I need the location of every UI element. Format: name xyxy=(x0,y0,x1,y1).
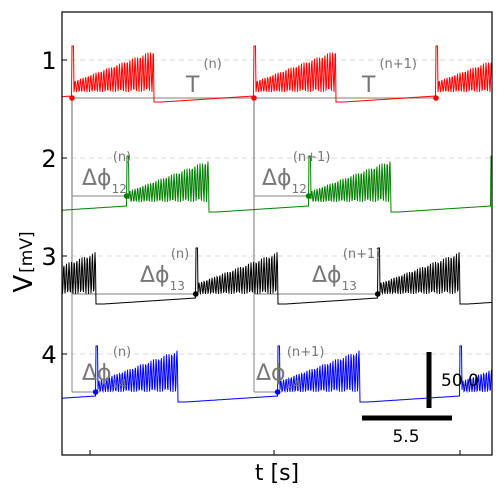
scale-bar: 50.0 5.5 xyxy=(362,352,479,447)
y-axis-label-unit: [mV] xyxy=(17,231,37,272)
onset-dot-4-1 xyxy=(92,389,99,395)
annotation-sup-7: (n) xyxy=(113,345,131,360)
phase-annotations: T(n)T(n+1)Δϕ12(n)Δϕ12(n+1)Δϕ13(n)Δϕ13(n+… xyxy=(82,57,417,391)
y-tick-label-4: 4 xyxy=(41,341,56,369)
trace-3 xyxy=(61,247,493,305)
y-axis-label: V [mV] xyxy=(9,231,39,292)
onset-dot-1-2 xyxy=(433,95,439,101)
annotation-symbol-5: Δϕ xyxy=(140,263,170,288)
annotation-symbol-1: T xyxy=(185,73,200,98)
annotation-sub-6: 13 xyxy=(342,279,357,293)
annotation-symbol-4: Δϕ xyxy=(262,166,292,191)
annotation-symbol-7: Δϕ xyxy=(82,361,112,386)
annotation-1: T(n) xyxy=(185,57,222,98)
annotation-3: Δϕ12 (n) xyxy=(82,150,131,196)
annotation-sup-4: (n+1) xyxy=(293,150,331,165)
y-tick-label-1: 1 xyxy=(41,47,56,75)
annotation-symbol-3: Δϕ xyxy=(82,166,112,191)
onset-dot-3-2 xyxy=(374,291,381,297)
annotation-sup-2: (n+1) xyxy=(379,57,417,72)
y-tick-labels: 1 2 3 4 xyxy=(41,47,56,369)
annotation-sup-8: (n+1) xyxy=(287,345,325,360)
scale-bar-voltage-label: 50.0 xyxy=(441,371,479,391)
onset-dot-4-2 xyxy=(274,389,281,395)
annotation-4: Δϕ12 (n+1) xyxy=(262,150,330,196)
period-brackets xyxy=(71,97,436,393)
annotation-symbol-8: Δϕ xyxy=(256,361,286,386)
annotation-8: Δϕ14 (n+1) xyxy=(256,345,324,391)
annotation-sup-5: (n) xyxy=(171,247,189,262)
x-axis-label: t [s] xyxy=(255,461,299,486)
annotation-2: T(n+1) xyxy=(361,57,417,98)
onset-dot-1-1 xyxy=(251,95,257,101)
scale-bar-time-label: 5.5 xyxy=(392,427,419,447)
burst-onset-dots xyxy=(69,95,439,395)
annotation-sub-7: 14 xyxy=(112,377,127,391)
annotation-6: Δϕ13 (n+1) xyxy=(312,247,380,293)
trace-2 xyxy=(62,155,492,213)
onset-dot-2-1 xyxy=(123,193,130,199)
annotation-sub-3: 12 xyxy=(112,182,127,196)
onset-dot-3-1 xyxy=(192,291,199,297)
annotation-5: Δϕ13 (n) xyxy=(140,247,189,293)
onset-dot-2-2 xyxy=(305,193,312,199)
y-tick-label-3: 3 xyxy=(41,243,56,271)
trace-4 xyxy=(62,345,493,403)
annotation-sup-3: (n) xyxy=(113,150,131,165)
y-tick-label-2: 2 xyxy=(41,145,56,173)
annotation-sub-8: 14 xyxy=(286,377,301,391)
annotation-sup-1: (n) xyxy=(203,57,221,72)
annotation-symbol-6: Δϕ xyxy=(312,263,342,288)
annotation-sub-5: 13 xyxy=(170,279,185,293)
plot-frame xyxy=(61,11,493,456)
annotation-sub-4: 12 xyxy=(292,182,307,196)
annotation-7: Δϕ14 (n) xyxy=(82,345,131,391)
voltage-traces xyxy=(61,45,493,403)
onset-dot-ref-1 xyxy=(69,95,75,101)
dashed-baselines xyxy=(62,59,492,355)
y-axis-label-symbol: V xyxy=(9,275,39,293)
trace-1 xyxy=(61,45,493,103)
axis-ticks xyxy=(62,59,461,455)
annotation-symbol-2: T xyxy=(361,73,376,98)
annotation-sup-6: (n+1) xyxy=(343,247,381,262)
